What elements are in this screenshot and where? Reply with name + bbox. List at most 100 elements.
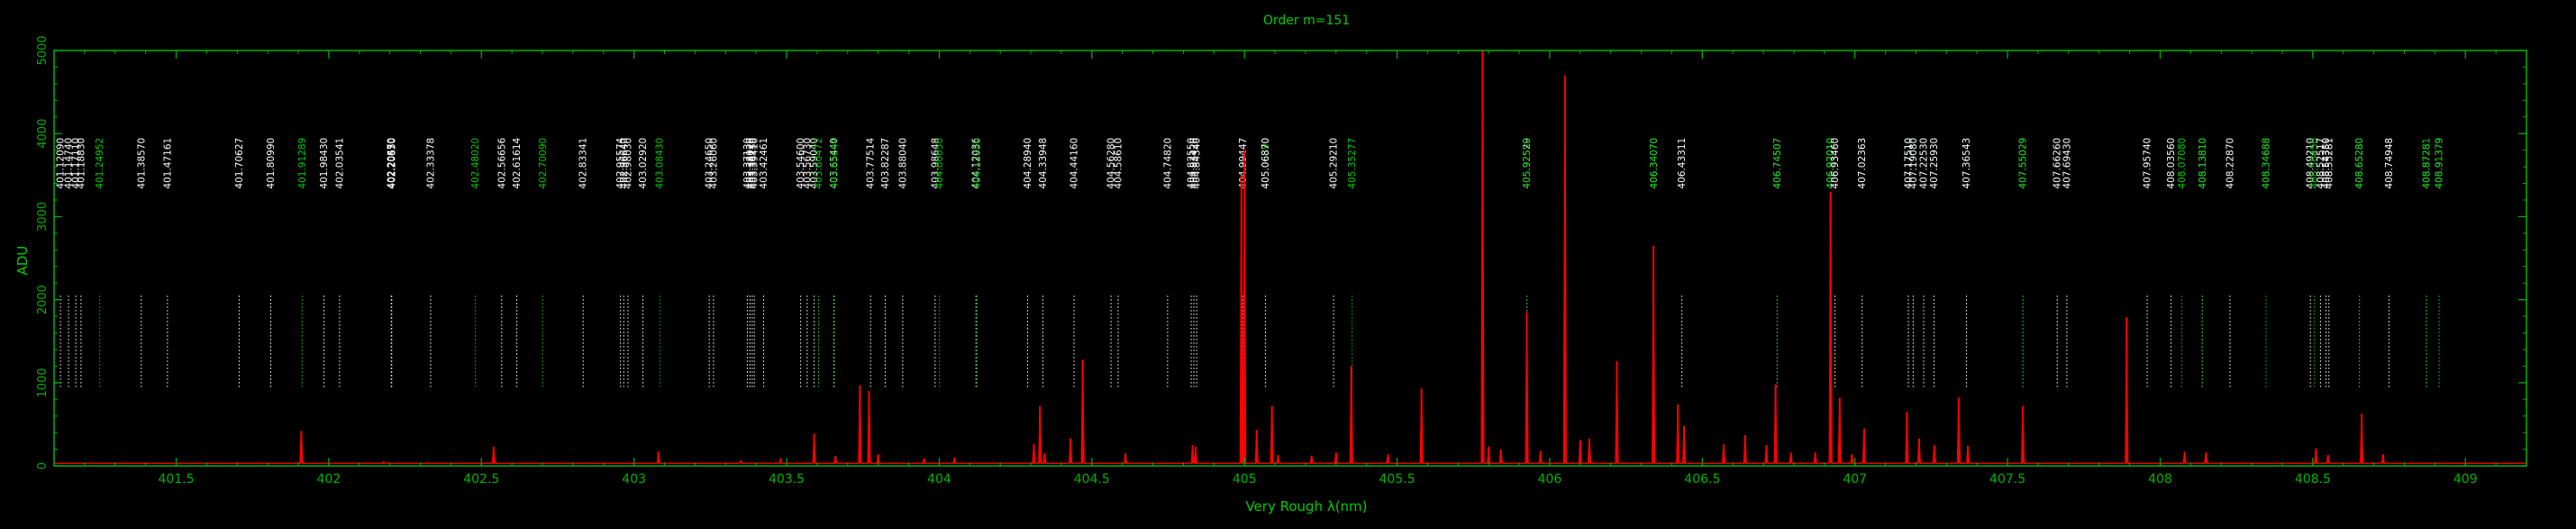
line-marker-label: 406.74507	[1772, 138, 1783, 189]
line-marker-label: 407.19080	[1908, 138, 1919, 189]
line-marker-label: 407.25930	[1929, 138, 1940, 189]
line-marker-label: 403.77514	[866, 137, 877, 188]
y-tick-label: 4000	[36, 119, 50, 149]
line-marker-label: 401.12090	[56, 138, 67, 189]
x-tick-label: 402	[317, 472, 341, 487]
x-tick-label: 403	[622, 472, 646, 487]
line-marker-label: 407.02363	[1857, 138, 1868, 189]
line-marker-label: 408.87281	[2422, 138, 2433, 189]
line-marker-label: 405.06870	[1261, 138, 1271, 189]
line-marker-label: 404.00050	[934, 138, 945, 189]
x-tick-label: 404	[927, 472, 951, 487]
line-marker-label: 403.37130	[742, 138, 753, 189]
line-marker-label: 408.13810	[2198, 138, 2208, 189]
line-marker-label: 407.55029	[2018, 138, 2029, 189]
line-marker-label: 402.70090	[538, 138, 549, 189]
line-marker-label: 408.50450	[2309, 138, 2320, 189]
line-marker-label: 408.65280	[2354, 138, 2365, 189]
line-marker-label: 402.48020	[470, 138, 481, 189]
x-tick-label: 408	[2148, 472, 2172, 487]
line-marker-label: 401.98430	[319, 138, 330, 189]
line-marker-label: 408.87281	[2422, 138, 2433, 189]
line-marker-label: 408.65280	[2354, 138, 2365, 189]
line-marker-label: 401.80990	[266, 138, 277, 189]
line-marker-label: 404.12036	[971, 137, 982, 188]
x-tick-label: 402.5	[463, 472, 499, 487]
line-marker-label: 405.92529	[1522, 138, 1533, 189]
line-marker-label: 404.56280	[1106, 138, 1117, 189]
line-marker-label: 408.55281	[2324, 138, 2335, 189]
line-marker-label: 401.17110	[71, 138, 82, 189]
line-marker-label: 403.60472	[814, 138, 824, 189]
line-marker-label: 403.08430	[655, 138, 666, 189]
line-marker-label: 401.24952	[95, 138, 105, 189]
line-marker-label: 403.38730	[747, 138, 758, 189]
x-tick-label: 403.5	[769, 472, 805, 487]
line-marker-label: 404.84340	[1192, 138, 1203, 189]
line-marker-label: 405.92550	[1522, 138, 1533, 189]
line-marker-label: 404.99447	[1238, 138, 1249, 189]
line-marker-label: 406.34070	[1649, 138, 1660, 189]
y-tick-label: 3000	[36, 202, 50, 232]
line-marker-label: 404.33948	[1038, 138, 1049, 189]
line-marker-label: 404.58610	[1113, 138, 1124, 189]
line-marker-label: 407.17510	[1904, 138, 1915, 189]
line-marker-label: 408.03560	[2166, 138, 2177, 189]
line-marker-label: 404.74820	[1162, 138, 1173, 189]
line-marker-label: 406.74507	[1772, 138, 1783, 189]
line-marker-label: 402.56656	[496, 137, 507, 188]
x-tick-label: 405.5	[1379, 472, 1415, 487]
line-marker-label: 402.95574	[615, 137, 626, 188]
y-tick-label: 0	[36, 462, 50, 470]
line-marker-label: 408.34688	[2261, 138, 2271, 189]
x-tick-label: 406.5	[1684, 472, 1720, 487]
line-marker-label: 401.14740	[64, 138, 75, 189]
line-marker-label: 403.39410	[750, 138, 760, 189]
line-marker-label: 401.47161	[162, 138, 173, 189]
x-tick-label: 408.5	[2295, 472, 2331, 487]
x-tick-label: 404.5	[1074, 472, 1110, 487]
y-tick-label: 5000	[36, 35, 50, 65]
line-marker-label: 404.82550	[1187, 138, 1197, 189]
line-marker-label: 404.44160	[1070, 138, 1080, 189]
x-tick-label: 405	[1233, 472, 1257, 487]
line-marker-label: 403.54600	[796, 138, 806, 189]
line-marker-label: 401.91289	[297, 138, 308, 189]
line-marker-label: 403.88040	[897, 138, 908, 189]
line-marker-label: 406.92010	[1825, 138, 1836, 189]
line-marker-label: 405.06890	[1261, 138, 1271, 189]
x-axis-label: Very Rough λ(nm)	[1245, 498, 1367, 515]
line-marker-label: 402.20630	[387, 138, 397, 189]
line-marker-label: 407.22530	[1919, 138, 1930, 189]
y-axis-label: ADU	[14, 246, 31, 276]
line-marker-label: 402.33378	[425, 138, 436, 189]
line-marker-label: 408.52517	[2316, 138, 2326, 189]
line-marker-label: 401.38570	[136, 138, 147, 189]
line-marker-label: 403.42461	[759, 138, 769, 189]
line-marker-label: 407.66260	[2053, 138, 2063, 189]
y-tick-label: 2000	[36, 285, 50, 315]
x-tick-label: 407	[1843, 472, 1867, 487]
plot-frame	[53, 50, 2527, 467]
x-tick-label: 409	[2453, 472, 2478, 487]
line-marker-label: 405.35277	[1347, 138, 1358, 189]
line-marker-label: 406.92010	[1825, 138, 1836, 189]
line-marker-label: 402.20470	[387, 138, 397, 189]
chart-title: Order m=151	[1263, 14, 1350, 28]
line-marker-label: 403.38020	[745, 138, 756, 189]
line-marker-label: 408.74948	[2384, 138, 2395, 189]
line-marker-label: 408.54350	[2321, 138, 2332, 189]
line-marker-label: 408.13810	[2198, 138, 2208, 189]
x-tick-label: 401.5	[158, 472, 194, 487]
line-marker-label: 402.03541	[334, 138, 345, 189]
line-marker-label: 403.56730	[802, 138, 813, 189]
x-tick-label: 407.5	[1989, 472, 2025, 487]
line-marker-label: 402.20550	[387, 138, 397, 189]
line-marker-label: 403.82287	[880, 138, 891, 189]
line-marker-label: 404.28940	[1023, 138, 1033, 189]
line-marker-label: 407.69430	[2062, 138, 2072, 189]
line-marker-label: 403.98648	[930, 138, 941, 189]
line-marker-label: 406.34070	[1649, 138, 1660, 189]
